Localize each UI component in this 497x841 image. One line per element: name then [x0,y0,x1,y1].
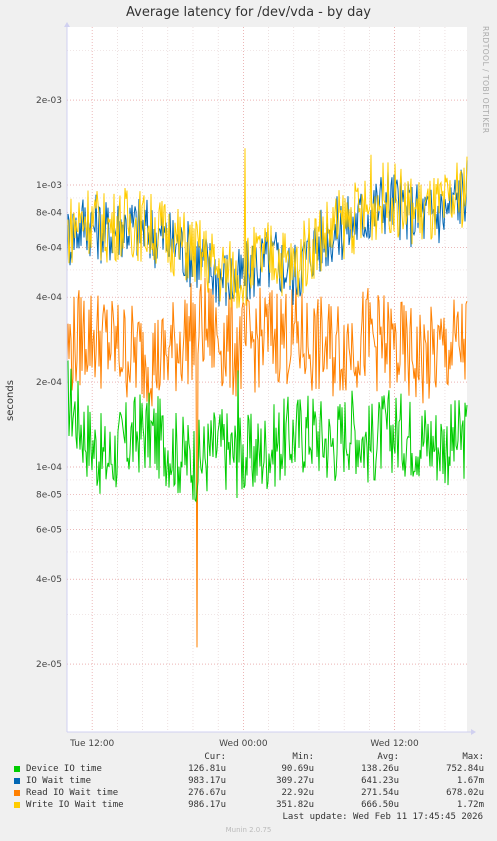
y-tick-label: 2e-04 [36,378,62,388]
x-tick-label: Wed 00:00 [219,739,268,749]
legend-max: 1.67m [456,776,484,786]
rrdtool-credit: RRDTOOL / TOBI OETIKER [481,26,490,134]
legend-header-min: Min: [292,752,314,762]
legend-cur: 983.17u [188,776,226,786]
latency-chart: 2e-05 4e-05 6e-05 8e-05 1e-04 2e-04 4e-04 6e-04… [36,22,476,749]
y-tick-label: 2e-05 [36,660,62,670]
legend-row: Device IO time 126.81u 90.69u 138.26u 75… [14,764,484,776]
y-tick-label: 8e-05 [36,490,62,500]
legend-cur: 126.81u [188,764,226,774]
legend-header-cur: Cur: [204,752,226,762]
legend-swatch-device-io [14,766,20,772]
legend-label: Read IO Wait time [26,788,119,798]
legend-label: Write IO Wait time [26,800,124,810]
legend-avg: 641.23u [361,776,399,786]
y-tick-label: 6e-04 [36,244,62,254]
legend-cur: 276.67u [188,788,226,798]
y-tick-label: 4e-05 [36,575,62,585]
y-tick-label: 6e-05 [36,526,62,536]
legend-cur: 986.17u [188,800,226,810]
legend-swatch-read-io-wait [14,790,20,796]
y-tick-label: 2e-03 [36,96,62,106]
legend: Cur: Min: Avg: Max: Device IO time 126.8… [14,752,484,812]
legend-avg: 138.26u [361,764,399,774]
y-tick-label: 4e-04 [36,293,62,303]
y-tick-label: 8e-04 [36,208,62,218]
legend-row: IO Wait time 983.17u 309.27u 641.23u 1.6… [14,776,484,788]
legend-min: 22.92u [281,788,314,798]
legend-label: IO Wait time [26,776,92,786]
legend-header-max: Max: [462,752,484,762]
y-tick-label: 1e-03 [36,181,62,191]
legend-min: 351.82u [276,800,314,810]
x-tick-label: Wed 12:00 [370,739,419,749]
x-tick-label: Tue 12:00 [69,739,114,749]
last-update: Last update: Wed Feb 11 17:45:45 2026 [282,812,483,822]
series-line-read-io-wait-time [66,277,468,648]
y-axis-arrow [64,22,70,27]
legend-header-avg: Avg: [377,752,399,762]
legend-avg: 271.54u [361,788,399,798]
legend-header: Cur: Min: Avg: Max: [14,752,484,764]
series-line-write-io-wait-time [66,148,468,309]
legend-row: Read IO Wait time 276.67u 22.92u 271.54u… [14,788,484,800]
series-line-device-io-time [66,360,468,503]
legend-max: 752.84u [446,764,484,774]
legend-max: 1.72m [456,800,484,810]
legend-min: 90.69u [281,764,314,774]
chart-title: Average latency for /dev/vda - by day [126,5,371,20]
munin-version: Munin 2.0.75 [225,826,272,834]
legend-row: Write IO Wait time 986.17u 351.82u 666.5… [14,800,484,812]
legend-swatch-io-wait [14,778,20,784]
legend-swatch-write-io-wait [14,802,20,808]
x-axis-arrow [471,729,476,735]
legend-min: 309.27u [276,776,314,786]
y-tick-label: 1e-04 [36,463,62,473]
legend-avg: 666.50u [361,800,399,810]
legend-label: Device IO time [26,764,102,774]
legend-max: 678.02u [446,788,484,798]
series-line-io-wait-time [66,160,468,307]
